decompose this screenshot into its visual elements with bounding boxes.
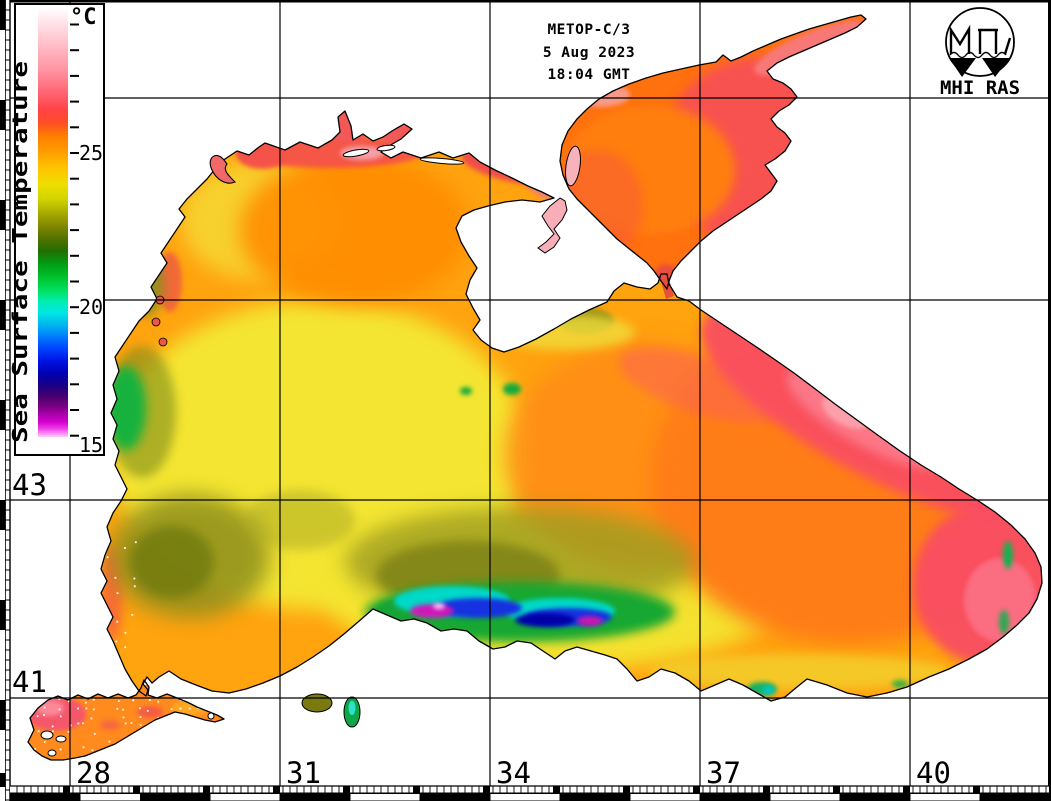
lon-label-40: 40	[916, 756, 951, 790]
lat-label-43: 43	[12, 468, 47, 502]
sivash-lagoon	[537, 197, 568, 254]
tendra-spit	[419, 157, 465, 165]
axis-labels: 43 41 28 31 34 37 40	[12, 468, 951, 790]
time-label: 18:04 GMT	[547, 67, 630, 83]
colorbar-gradient	[38, 8, 68, 437]
logo-emblem-icon	[949, 24, 1012, 55]
spit-island	[342, 148, 370, 158]
mhi-ras-logo: MHI RAS	[940, 7, 1020, 99]
colorbar-legend: °C 25 20 15 Sea Surface Temperature	[8, 3, 105, 457]
marmara-island	[40, 730, 54, 740]
colorbar-tick-label-20: 20	[79, 295, 103, 319]
longitude-ruler	[10, 785, 1049, 801]
lon-label-31: 31	[286, 756, 321, 790]
satellite-label: METOP-C/3	[547, 22, 630, 38]
lon-label-28: 28	[76, 756, 111, 790]
latitude-ruler	[0, 0, 11, 801]
colorbar-tick-label-15: 15	[79, 433, 103, 457]
lake-sapanca	[301, 693, 333, 713]
lon-label-34: 34	[496, 756, 531, 790]
spit-island	[376, 144, 396, 152]
marmara-island	[47, 749, 57, 757]
danube-mouth	[158, 337, 168, 347]
lat-label-41: 41	[12, 665, 47, 699]
lake-iznik-core	[348, 701, 356, 715]
frame-right	[1048, 0, 1051, 801]
colorbar-ticks	[70, 23, 79, 437]
black-sea-water	[101, 111, 1042, 701]
danube-mouth	[151, 317, 161, 327]
date-label: 5 Aug 2023	[543, 45, 635, 61]
marmara-island	[55, 735, 67, 743]
estuary-inlet	[209, 155, 236, 184]
logo-right-wing-icon	[982, 58, 1010, 77]
islet	[207, 712, 215, 720]
colorbar-tick-label-25: 25	[79, 141, 103, 165]
molochny-lagoon	[565, 145, 581, 187]
logo-circle-icon	[945, 7, 1015, 77]
lon-label-37: 37	[706, 756, 741, 790]
header-block: METOP-C/3 5 Aug 2023 18:04 GMT	[543, 22, 635, 83]
colorbar-title: Sea Surface Temperature	[8, 61, 32, 443]
frame-top	[0, 0, 1051, 3]
logo-label: MHI RAS	[940, 77, 1020, 99]
logo-left-wing-icon	[949, 58, 976, 77]
colorbar-unit-label: °C	[70, 5, 97, 30]
logo-wave-icon	[949, 51, 1007, 59]
